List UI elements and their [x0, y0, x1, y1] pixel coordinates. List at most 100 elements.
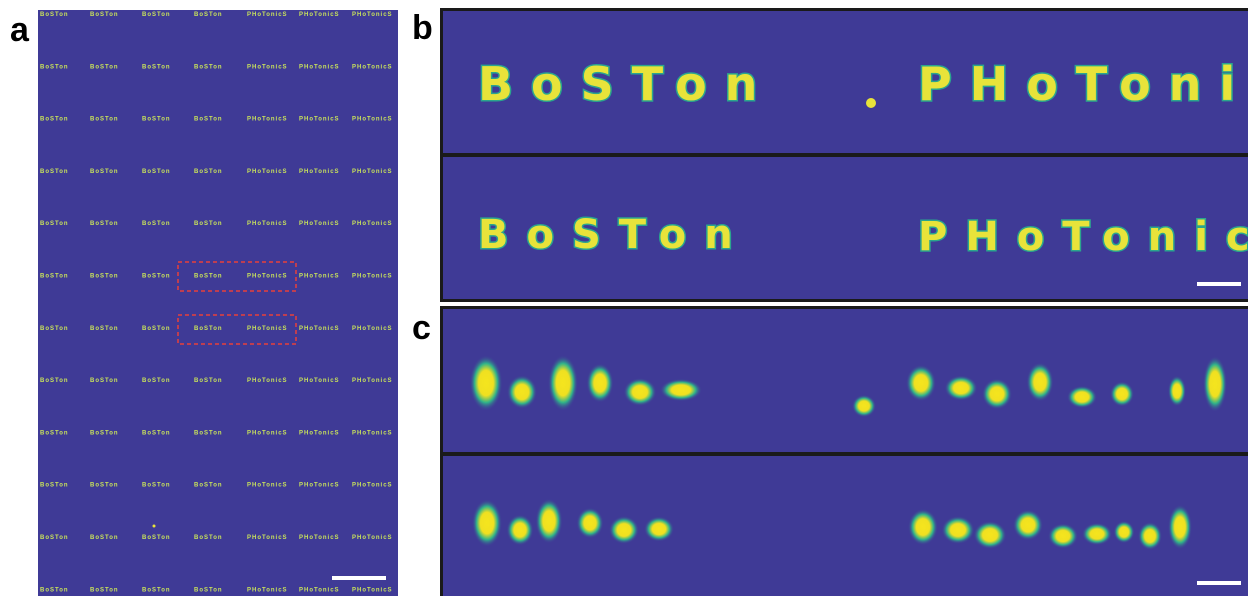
image-text: BoSTon: [142, 64, 171, 70]
scale-bar: [1197, 581, 1241, 585]
scale-bar: [1197, 282, 1241, 286]
image-text: PHoTonicS: [299, 64, 340, 70]
image-text: PHoTonicS: [299, 12, 340, 18]
image-text: BoSTon: [90, 169, 119, 175]
image-text: BoSTon: [142, 117, 171, 123]
image-text: BoSTon: [142, 430, 171, 436]
spot: [906, 364, 936, 402]
image-text: BoSTon: [142, 12, 171, 18]
image-text: PHoTonicS: [247, 430, 288, 436]
scale-bar: [332, 576, 386, 580]
image-text: BoSTon: [194, 483, 223, 489]
image-text: BoSTon: [90, 430, 119, 436]
image-text: PHoTonicS: [352, 274, 393, 280]
image-text: PHoTonicS: [352, 169, 393, 175]
spot: [548, 355, 578, 411]
image-text: BoSTon: [90, 64, 119, 70]
image-text: PHoTonicS: [247, 587, 288, 593]
spot: [660, 378, 702, 402]
spot: [609, 516, 639, 544]
image-text: PHoTonicS: [352, 378, 393, 384]
image-text: BoSTon: [142, 274, 171, 280]
spot: [1082, 522, 1112, 546]
image-text: BoSTon: [40, 169, 69, 175]
image-text: BoSTon: [194, 221, 223, 227]
image-text: PHoTonicS: [247, 535, 288, 541]
image-text: BoSTon: [40, 587, 69, 593]
highlight-box: [177, 314, 297, 345]
spot: [576, 507, 604, 539]
image-text: PHoTonicS: [247, 378, 288, 384]
image-text: BoSTon: [194, 378, 223, 384]
image-text: BoSTon: [478, 212, 751, 258]
image-text: BoSTon: [90, 12, 119, 18]
dot: [152, 524, 156, 528]
image-text: PHoTonicS: [247, 274, 288, 280]
spot: [908, 508, 938, 546]
image-text: BoSTon: [142, 221, 171, 227]
image-text: PHoTonicS: [299, 221, 340, 227]
image-text: BoSTon: [194, 64, 223, 70]
image-text: PHoTonicS: [352, 430, 393, 436]
image-text: PHoTonicS: [299, 274, 340, 280]
image-a: [38, 10, 398, 596]
panel-label: a: [10, 11, 30, 49]
image-text: PHoTonicS: [247, 64, 288, 70]
image-text: PHoTonicS: [299, 483, 340, 489]
spot: [506, 514, 534, 546]
image-b2: [443, 157, 1248, 299]
image-text: BoSTon: [194, 587, 223, 593]
image-text: PHoTonicS: [247, 117, 288, 123]
image-text: PHoTonicS: [352, 221, 393, 227]
image-text: BoSTon: [194, 12, 223, 18]
image-text: BoSTon: [40, 326, 69, 332]
image-text: BoSTon: [90, 378, 119, 384]
image-text: PHoTonicS: [352, 64, 393, 70]
image-text: PHoTonicS: [299, 587, 340, 593]
spot: [973, 521, 1007, 549]
spot: [982, 378, 1012, 410]
spot: [1138, 522, 1162, 550]
text-array: BoSTon BoSTon BoSTon BoSTon PHoTonicS PHoToni…: [40, 12, 393, 593]
image-text: PHoTonicS: [352, 326, 393, 332]
image-text: BoSTon: [142, 587, 171, 593]
image-text: BoSTon: [40, 483, 69, 489]
image-text: PHoTonicS: [352, 535, 393, 541]
spot: [1113, 520, 1135, 544]
image-text: BoSTon: [194, 430, 223, 436]
spot: [1067, 385, 1097, 409]
spot: [1026, 362, 1054, 402]
image-text: PHoTonicS: [352, 12, 393, 18]
image-text: BoSTon: [142, 378, 171, 384]
image-text: PHoTonicS: [299, 535, 340, 541]
image-text: BoSTon: [194, 117, 223, 123]
image-text: BoSTon: [40, 274, 69, 280]
image-text: PHoTonicS: [352, 117, 393, 123]
spot: [1168, 504, 1192, 550]
spot: [944, 375, 978, 401]
image-text: BoSTon: [194, 535, 223, 541]
spot: [1168, 375, 1186, 407]
image-text: PHoTonicS: [352, 483, 393, 489]
spot: [472, 499, 502, 547]
image-text: BoSTon: [90, 326, 119, 332]
image-text: PHoTonicS: [247, 221, 288, 227]
panel-label: c: [412, 309, 431, 347]
image-text: BoSTon: [40, 535, 69, 541]
highlight-box: [177, 261, 297, 292]
spot: [852, 394, 876, 418]
image-text: BoSTon: [90, 587, 119, 593]
image-text: PHoTonicS: [247, 12, 288, 18]
image-text: BoSTon: [90, 274, 119, 280]
spot: [535, 498, 563, 544]
image-text: BoSTon: [90, 117, 119, 123]
spot: [1048, 523, 1078, 549]
image-text: BoSTon: [40, 117, 69, 123]
image-text: PHoTonicS: [918, 214, 1248, 260]
image-text: PHoTonicS: [352, 587, 393, 593]
image-text: BoSTon: [90, 483, 119, 489]
spot: [644, 516, 674, 542]
spot-array: [469, 355, 1227, 550]
